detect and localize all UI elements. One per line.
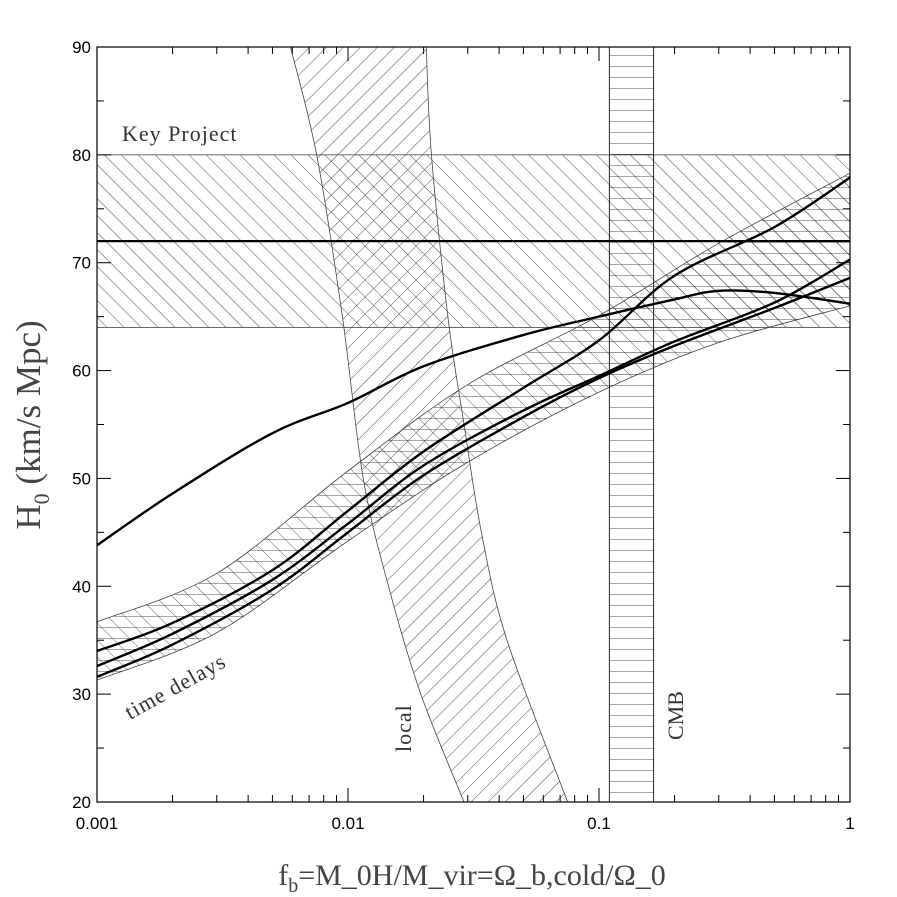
- axis-ticks: [96, 46, 850, 803]
- local-label: local: [391, 704, 416, 752]
- x-axis-title-sub: b: [288, 875, 298, 897]
- x-axis-title-rest: =M_0H/M_vir=Ω_b,cold/Ω_0: [298, 859, 666, 892]
- y-tick-label: 70: [72, 254, 91, 273]
- x-axis-title-base: f: [278, 859, 288, 892]
- series-curve-c: [97, 258, 850, 668]
- y-tick-label: 60: [72, 362, 91, 381]
- y-tick-label: 80: [72, 146, 91, 165]
- y-tick-label: 40: [72, 577, 91, 596]
- x-axis-title: fb=M_0H/M_vir=Ω_b,cold/Ω_0: [278, 859, 666, 897]
- y-tick-label: 30: [72, 685, 91, 704]
- y-tick-label: 90: [72, 38, 91, 57]
- y-axis-title-rest: (km/s Mpc): [9, 320, 48, 493]
- y-axis-title-base: H: [9, 504, 48, 529]
- time-delays-band-hatch: [97, 173, 850, 681]
- y-axis-title-sub: 0: [29, 493, 54, 504]
- y-tick-label: 50: [72, 469, 91, 488]
- series-curve-d: [97, 276, 850, 678]
- x-tick-label: 0.1: [587, 814, 611, 833]
- x-tick-label: 1: [845, 814, 854, 833]
- key-project-label: Key Project: [122, 121, 237, 146]
- cmb-label: CMB: [663, 691, 688, 740]
- y-axis-title: H0 (km/s Mpc): [9, 320, 54, 529]
- x-tick-label: 0.001: [76, 814, 119, 833]
- cmb-band: [608, 47, 655, 802]
- y-tick-label: 20: [72, 793, 91, 812]
- series-curve-a: [97, 289, 850, 547]
- series-curve-b: [97, 176, 850, 653]
- x-tick-label: 0.01: [331, 814, 364, 833]
